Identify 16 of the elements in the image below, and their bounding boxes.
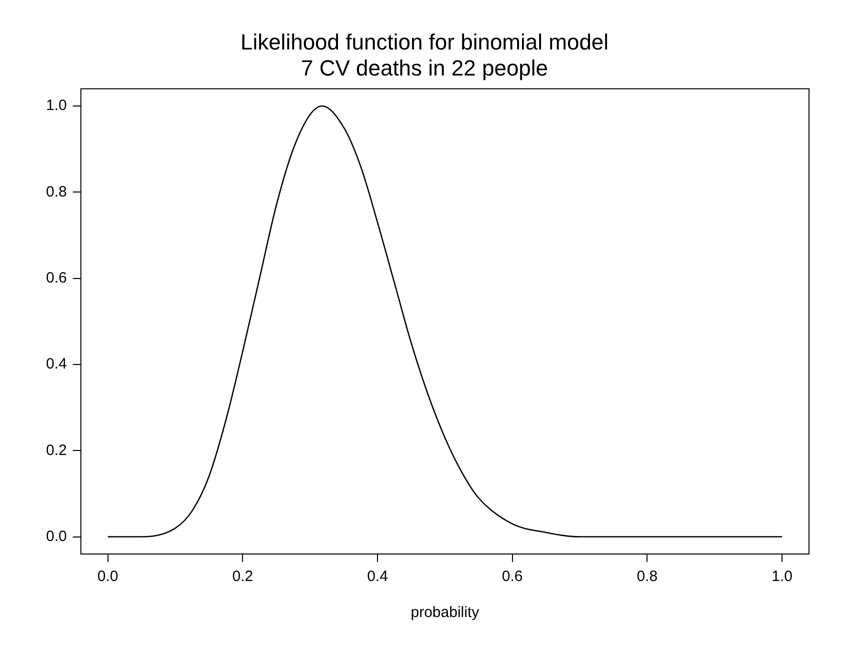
y-tick-label: 0.0 <box>46 528 67 545</box>
x-tick-label: 0.4 <box>367 568 388 586</box>
y-tick-label: 0.4 <box>46 356 67 373</box>
x-axis-title: probability <box>410 604 480 622</box>
y-tick-label: 1.0 <box>46 97 67 114</box>
x-tick-label: 0.2 <box>232 568 254 586</box>
y-tick-label: 0.2 <box>46 442 67 459</box>
chart-title: Likelihood function for binomial model <box>240 29 609 54</box>
x-tick-label: 0.0 <box>97 568 118 586</box>
x-tick-label: 0.8 <box>636 568 658 586</box>
y-tick-label: 0.8 <box>46 183 67 200</box>
y-tick-label: 0.6 <box>46 269 67 286</box>
x-tick-label: 0.6 <box>502 568 523 586</box>
x-tick-label: 1.0 <box>772 568 792 586</box>
line-series <box>107 105 783 538</box>
chart-subtitle: 7 CV deaths in 22 people <box>300 56 548 81</box>
